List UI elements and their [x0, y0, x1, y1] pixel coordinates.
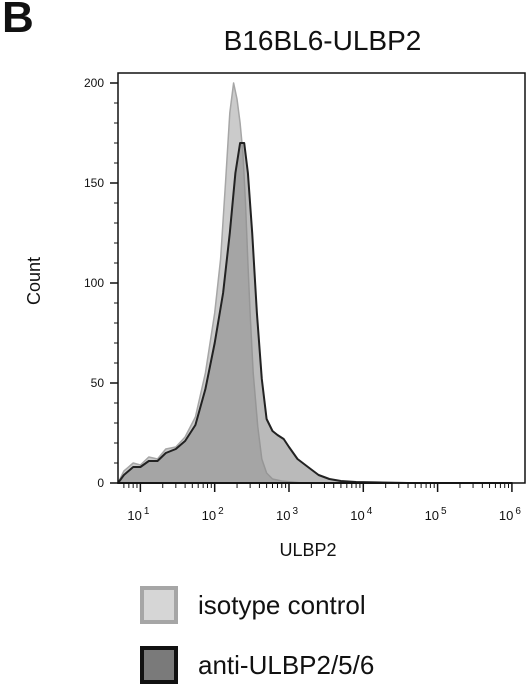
x-tick-label-100000: 10 5	[425, 506, 447, 523]
y-tick-label-50: 50	[91, 376, 105, 390]
x-tick-label-100: 10 2	[202, 506, 224, 523]
panel-label: B	[2, 0, 34, 42]
chart-title: B16BL6-ULBP2	[223, 25, 422, 56]
legend-item-anti-ulbp: anti-ULBP2/5/6	[140, 642, 374, 688]
x-tick-label-10: 10 1	[127, 506, 149, 523]
series-area-1	[117, 142, 513, 484]
legend-label-isotype: isotype control	[198, 589, 366, 620]
legend-item-isotype: isotype control	[140, 582, 374, 628]
plot-frame	[117, 72, 526, 484]
legend-label-anti-ulbp: anti-ULBP2/5/6	[198, 649, 375, 680]
axis-layer: 0 50 100 150 200 10 1 10 2 10 3 10 4 10 5 10 6	[84, 76, 521, 523]
y-tick-label-200: 200	[84, 76, 104, 90]
series-layer	[117, 82, 513, 484]
x-axis-label: ULBP2	[279, 540, 336, 560]
histogram-chart: 0 50 100 150 200 10 1 10 2 10 3 10 4 10 5 10 6 Count ULB…	[24, 72, 526, 560]
x-tick-label-1000: 10 3	[276, 506, 298, 523]
legend-swatch-anti-ulbp	[140, 646, 178, 684]
legend-swatch-isotype	[140, 586, 178, 624]
y-tick-label-150: 150	[84, 176, 104, 190]
y-tick-label-100: 100	[84, 276, 104, 290]
x-tick-label-1000000: 10 6	[499, 506, 521, 523]
y-tick-label-0: 0	[97, 476, 104, 490]
y-axis-label: Count	[24, 257, 44, 305]
legend: isotype control anti-ULBP2/5/6	[140, 582, 374, 700]
x-tick-label-10000: 10 4	[350, 506, 372, 523]
